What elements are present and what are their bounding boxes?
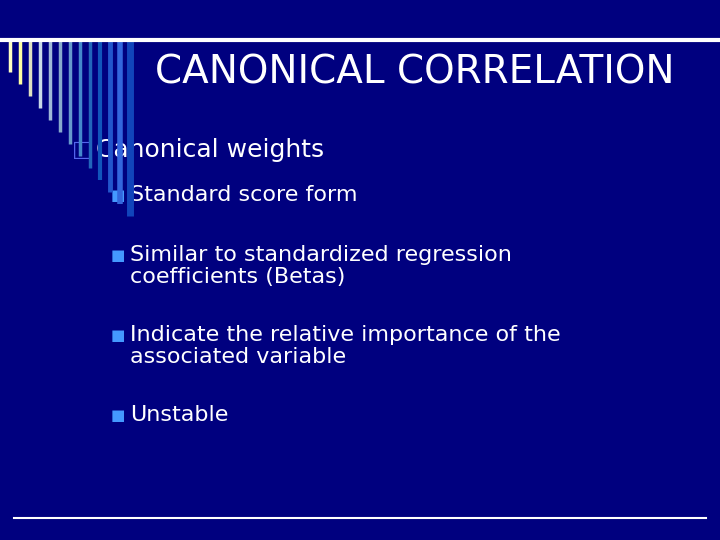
Text: ■: ■ [111, 247, 125, 262]
Text: Standard score form: Standard score form [130, 185, 358, 205]
Text: ■: ■ [111, 187, 125, 202]
Text: □: □ [71, 140, 92, 160]
Text: CANONICAL CORRELATION: CANONICAL CORRELATION [155, 53, 675, 91]
Text: Unstable: Unstable [130, 405, 228, 425]
Text: ■: ■ [111, 327, 125, 342]
Text: associated variable: associated variable [130, 347, 346, 367]
Text: coefficients (Betas): coefficients (Betas) [130, 267, 346, 287]
Text: ■: ■ [111, 408, 125, 422]
Text: Similar to standardized regression: Similar to standardized regression [130, 245, 512, 265]
Text: Indicate the relative importance of the: Indicate the relative importance of the [130, 325, 561, 345]
Text: Canonical weights: Canonical weights [96, 138, 324, 162]
